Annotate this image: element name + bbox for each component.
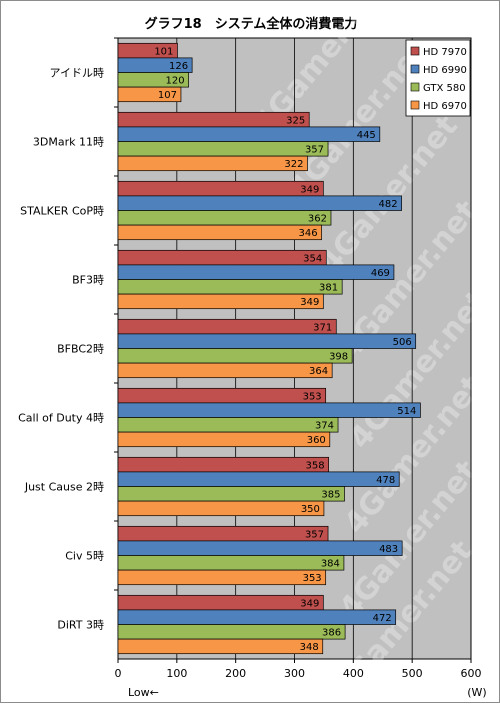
x-tick-label: 0	[115, 667, 122, 680]
bar-hd-7970	[117, 180, 324, 197]
bar-gtx-580	[117, 486, 345, 502]
data-label: 362	[308, 214, 327, 225]
bar-hd-6990	[117, 609, 397, 625]
data-label: 126	[169, 61, 188, 72]
data-label: 353	[303, 391, 322, 402]
chart-title: グラフ18 システム全体の消費電力	[145, 16, 358, 32]
data-label: 348	[300, 642, 319, 653]
legend-swatch	[410, 100, 420, 110]
category-label: DiRT 3時	[57, 619, 104, 632]
bar-hd-6970	[117, 86, 182, 103]
bar-gtx-580	[117, 279, 343, 295]
bar-hd-6990	[117, 402, 421, 418]
bar-hd-6990	[117, 333, 417, 349]
data-label: 107	[158, 90, 177, 101]
bar-hd-6970	[117, 569, 327, 586]
data-label: 386	[322, 628, 341, 639]
bar-hd-6970	[117, 431, 331, 448]
data-label: 350	[301, 504, 320, 515]
data-label: 398	[329, 352, 348, 363]
x-tick-label: 400	[343, 667, 364, 680]
data-label: 101	[154, 46, 173, 57]
x-tick-label: 300	[284, 667, 305, 680]
bar-hd-6990	[117, 195, 402, 211]
data-label: 358	[306, 460, 325, 471]
x-axis-unit: (W)	[467, 686, 486, 699]
data-label: 353	[303, 573, 322, 584]
category-label: BF3時	[72, 274, 104, 287]
bar-hd-6970	[117, 293, 324, 310]
data-label: 506	[393, 337, 412, 348]
data-label: 349	[300, 598, 319, 609]
x-tick-label: 500	[402, 667, 423, 680]
data-label: 381	[319, 283, 338, 294]
legend-label: HD 6990	[423, 65, 467, 76]
data-label: 120	[166, 76, 185, 87]
bar-hd-7970	[117, 594, 324, 611]
bar-gtx-580	[117, 141, 329, 157]
data-label: 514	[397, 406, 416, 417]
bar-hd-6970	[117, 500, 325, 517]
category-label: Call of Duty 4時	[18, 412, 104, 425]
bar-hd-7970	[117, 249, 327, 266]
bar-hd-7970	[117, 111, 310, 128]
legend-label: HD 7970	[423, 47, 467, 58]
bar-hd-6990	[117, 540, 403, 556]
bar-hd-6970	[117, 638, 324, 655]
data-label: 349	[300, 184, 319, 195]
legend-swatch	[410, 82, 420, 92]
data-label: 325	[286, 115, 305, 126]
category-label: BFBC2時	[57, 343, 104, 356]
data-label: 346	[298, 228, 317, 239]
data-label: 364	[309, 366, 328, 377]
bar-gtx-580	[117, 417, 339, 433]
data-label: 354	[303, 253, 322, 264]
bar-hd-7970	[117, 387, 327, 404]
x-tick-label: 600	[461, 667, 482, 680]
bar-hd-6990	[117, 264, 395, 280]
bar-hd-7970	[117, 456, 329, 473]
data-label: 385	[321, 490, 340, 501]
data-label: 469	[371, 268, 390, 279]
data-label: 482	[378, 199, 397, 210]
data-label: 374	[315, 421, 334, 432]
legend-label: GTX 580	[423, 83, 466, 94]
bar-hd-6990	[117, 126, 381, 142]
category-label: アイドル時	[50, 67, 104, 80]
data-label: 445	[357, 130, 376, 141]
bar-hd-7970	[117, 525, 329, 542]
data-label: 322	[284, 159, 303, 170]
x-tick-label: 100	[166, 667, 187, 680]
data-label: 357	[305, 529, 324, 540]
category-label: Just Cause 2時	[24, 481, 104, 494]
legend-label: HD 6970	[423, 101, 467, 112]
data-label: 357	[305, 145, 324, 156]
bar-gtx-580	[117, 348, 353, 364]
legend: HD 7970 HD 6990 GTX 580 HD 6970	[405, 39, 471, 117]
bar-hd-6970	[117, 224, 322, 241]
bar-hd-6970	[117, 362, 333, 379]
data-label: 349	[300, 297, 319, 308]
data-label: 478	[376, 475, 395, 486]
legend-swatch	[410, 46, 420, 56]
data-label: 360	[307, 435, 326, 446]
category-label: 3DMark 11時	[33, 136, 104, 149]
category-label: Civ 5時	[65, 550, 104, 563]
data-label: 371	[313, 322, 332, 333]
x-axis-low-note: Low←	[128, 686, 159, 699]
bar-gtx-580	[117, 624, 346, 640]
data-label: 384	[321, 559, 340, 570]
x-tick-label: 200	[225, 667, 246, 680]
bar-hd-7970	[117, 318, 337, 335]
data-label: 472	[373, 613, 392, 624]
legend-swatch	[410, 64, 420, 74]
bar-hd-6970	[117, 155, 308, 172]
bar-gtx-580	[117, 555, 345, 571]
bar-hd-6990	[117, 471, 400, 487]
category-label: STALKER CoP時	[20, 205, 104, 218]
data-label: 483	[379, 544, 398, 555]
bar-gtx-580	[117, 210, 332, 226]
